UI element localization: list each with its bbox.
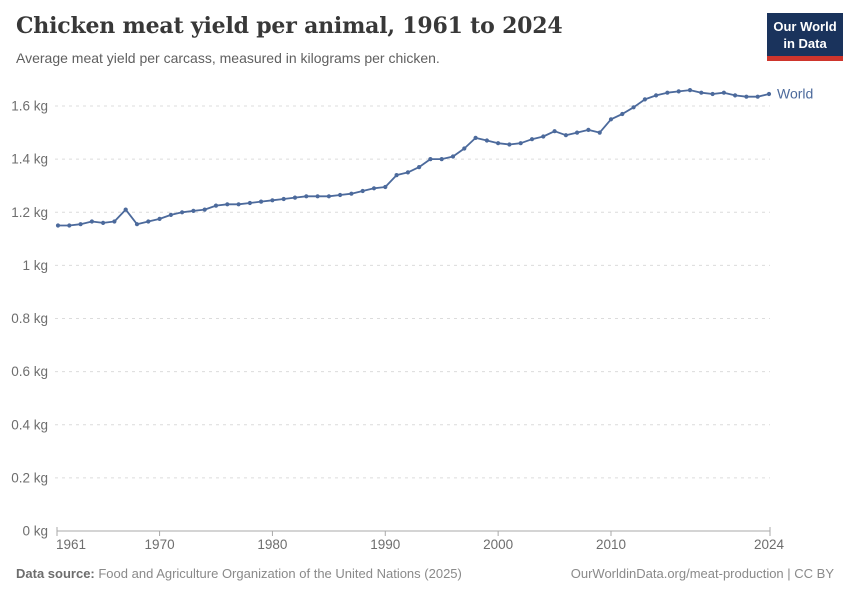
data-point: [55, 223, 61, 228]
y-axis-tick-label: 0.6 kg: [11, 364, 48, 379]
owid-logo-line1: Our World: [773, 19, 837, 34]
data-point: [417, 165, 422, 170]
data-point: [484, 138, 489, 143]
chart-subtitle: Average meat yield per carcass, measured…: [16, 50, 440, 66]
data-point: [304, 194, 309, 199]
data-point: [642, 97, 648, 102]
data-point: [202, 207, 207, 212]
x-axis-tick-label: 1980: [257, 537, 287, 552]
data-point: [473, 135, 478, 140]
data-point: [360, 188, 365, 194]
x-axis-tick-label: 2024: [754, 537, 785, 552]
data-point: [326, 194, 331, 199]
data-point: [597, 130, 602, 135]
data-point: [563, 133, 569, 138]
data-point: [180, 210, 185, 215]
x-axis-tick-label: 1990: [370, 537, 400, 552]
data-point: [168, 212, 173, 217]
data-point: [146, 219, 151, 224]
data-point: [721, 90, 727, 95]
x-axis-tick-label: 2000: [483, 537, 513, 552]
data-point: [315, 194, 320, 199]
data-point: [733, 93, 738, 98]
data-point: [744, 94, 749, 99]
data-point: [89, 219, 94, 224]
data-source-label: Data source:: [16, 566, 95, 581]
data-point: [338, 192, 343, 198]
data-point: [755, 94, 760, 99]
data-point: [78, 222, 83, 227]
data-point: [496, 141, 501, 146]
data-point: [383, 184, 388, 190]
data-point: [620, 111, 625, 117]
y-axis-tick-label: 1 kg: [22, 258, 48, 273]
data-point: [766, 91, 772, 97]
data-point: [191, 208, 196, 213]
data-point: [462, 146, 467, 151]
data-point: [292, 195, 298, 200]
data-point: [157, 216, 162, 221]
data-point: [439, 157, 444, 162]
data-point: [654, 93, 659, 98]
y-axis-tick-label: 0.8 kg: [11, 311, 48, 326]
x-axis-tick-label: 1970: [145, 537, 175, 552]
owid-logo: Our World in Data: [767, 13, 843, 61]
data-point: [608, 117, 614, 122]
data-point: [518, 141, 523, 146]
y-axis-tick-label: 0.4 kg: [11, 417, 48, 432]
data-point: [507, 142, 512, 147]
data-point: [225, 202, 230, 207]
data-point: [281, 196, 286, 202]
data-point: [541, 134, 546, 139]
owid-url-license[interactable]: OurWorldinData.org/meat-production | CC …: [570, 566, 834, 581]
data-point: [665, 90, 670, 95]
data-point: [699, 90, 704, 95]
chart-title: Chicken meat yield per animal, 1961 to 2…: [16, 13, 563, 39]
data-point: [575, 130, 580, 135]
data-point: [259, 199, 264, 204]
data-point: [67, 223, 72, 228]
y-axis-tick-label: 0 kg: [22, 524, 48, 539]
data-point: [134, 222, 140, 227]
data-point: [236, 202, 241, 207]
y-axis-tick-label: 1.2 kg: [11, 205, 48, 220]
series-label-world[interactable]: World: [777, 86, 813, 102]
data-point: [450, 154, 456, 159]
data-point: [428, 157, 433, 162]
data-point: [213, 203, 219, 208]
data-point: [586, 127, 591, 132]
data-point: [371, 186, 377, 191]
data-point: [552, 129, 557, 134]
y-axis-tick-label: 0.2 kg: [11, 470, 48, 485]
data-point: [676, 89, 681, 94]
data-source: Data source: Food and Agriculture Organi…: [16, 566, 462, 581]
owid-logo-line2: in Data: [783, 36, 827, 51]
chart-footer: Data source: Food and Agriculture Organi…: [16, 566, 834, 581]
y-axis-tick-label: 1.4 kg: [11, 152, 48, 167]
data-point: [349, 191, 354, 196]
world-series-line[interactable]: [58, 89, 770, 227]
data-point: [529, 137, 535, 142]
data-point: [687, 88, 693, 93]
y-axis-tick-label: 1.6 kg: [11, 99, 48, 114]
data-point: [270, 198, 275, 203]
data-point: [394, 173, 399, 178]
x-axis-tick-label: 2010: [596, 537, 626, 552]
data-point: [123, 207, 128, 212]
data-point: [710, 91, 715, 97]
data-point: [631, 105, 636, 110]
data-point: [112, 219, 117, 224]
x-axis-tick-label: 1961: [56, 537, 86, 552]
data-point: [101, 220, 106, 225]
data-source-text: Food and Agriculture Organization of the…: [94, 566, 462, 581]
data-point: [247, 200, 252, 206]
data-point: [405, 170, 410, 175]
